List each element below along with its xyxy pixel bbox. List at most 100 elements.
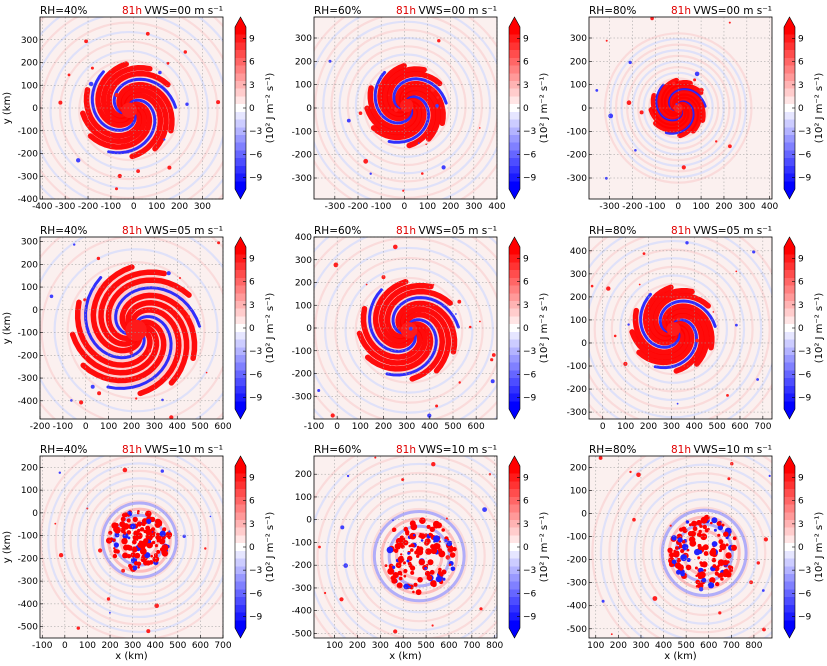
y-tick-label: -200: [567, 151, 588, 161]
x-tick-label: -100: [101, 202, 122, 212]
stray-cell: [119, 527, 121, 530]
spiral-arm-positive: [98, 269, 167, 347]
convective-cell: [438, 548, 442, 553]
y-tick-label: 200: [295, 57, 312, 67]
stray-cell: [445, 555, 451, 560]
x-tick-label: 200: [715, 202, 732, 212]
spiral-arm-positive: [90, 264, 143, 354]
colorbar-tick-label: −9: [249, 173, 263, 183]
y-tick-label: 300: [21, 36, 38, 46]
stray-cell: [627, 323, 630, 326]
stray-cell: [421, 172, 424, 175]
convective-cell: [438, 567, 442, 572]
stray-cell: [749, 580, 753, 585]
panel-title-vws: VWS=10 m s⁻¹: [693, 444, 772, 456]
stray-cell: [98, 548, 103, 553]
y-tick-label: -100: [18, 532, 39, 542]
outer-ring: [642, 489, 767, 617]
spiral-arm-positive: [668, 312, 705, 374]
stray-cell: [121, 568, 125, 573]
y-tick-label: 100: [295, 301, 312, 311]
colorbar-tick-label: −6: [249, 150, 263, 160]
colorbar-label: (10² J m⁻² s⁻¹): [814, 73, 825, 144]
convective-cell: [726, 560, 730, 564]
stray-cell: [67, 73, 71, 77]
convective-cell: [412, 590, 415, 594]
convective-cell: [108, 530, 113, 535]
convective-cell: [425, 570, 431, 577]
stray-cell: [590, 284, 594, 288]
stray-cell: [479, 607, 483, 611]
panel-2: -300 -200 -100 0 100 200 300 400-300-200-100010…: [292, 5, 550, 212]
outer-ring: [361, 498, 477, 614]
outer-ring: [316, 456, 497, 638]
colorbar-tick-label: 6: [249, 278, 255, 288]
outer-ring: [324, 246, 494, 414]
stray-cell: [147, 349, 152, 353]
convective-cell: [399, 535, 405, 541]
colorbar-extend-max: [784, 237, 795, 247]
convective-cell: [676, 569, 681, 575]
convective-cell: [695, 574, 698, 577]
convective-cell: [697, 556, 701, 560]
colorbar-tick-label: 6: [798, 497, 804, 507]
stray-cell: [756, 378, 759, 381]
convective-cell: [677, 537, 683, 543]
convective-cell: [692, 526, 698, 532]
stray-cell: [217, 241, 221, 245]
spiral-arm-positive: [360, 305, 423, 360]
spiral-arm-positive: [632, 307, 686, 355]
outer-ring: [330, 28, 483, 183]
x-tick-label: 100: [148, 202, 165, 212]
spiral-arm-positive: [372, 278, 415, 349]
convective-cell: [152, 555, 160, 563]
y-tick-label: -100: [292, 347, 313, 357]
x-tick-label: 400: [761, 202, 778, 212]
stray-cell: [204, 547, 207, 550]
convective-cell: [720, 577, 724, 581]
x-tick-label: 300: [663, 422, 680, 432]
colorbar-tick-label: 0: [523, 543, 529, 553]
spiral-arm-positive: [378, 282, 434, 344]
vortex-eye: [400, 322, 418, 339]
panel-4: -200 -100 0 100 200 300 400 500 600-400-300-200-…: [2, 225, 276, 432]
x-tick-label: 700: [723, 641, 740, 651]
y-tick-label: 300: [570, 34, 587, 44]
convective-cell: [134, 552, 141, 559]
stray-cell: [339, 597, 344, 602]
panel-title-time: 81h: [122, 5, 142, 17]
outer-ring: [325, 462, 497, 638]
colorbar-tick-label: 6: [523, 497, 529, 507]
convective-cell: [682, 528, 688, 534]
stray-cell: [408, 326, 413, 331]
convective-cell: [452, 547, 457, 552]
y-tick-label: -300: [292, 174, 313, 184]
colorbar-tick-label: 6: [798, 278, 804, 288]
y-tick-label: 200: [570, 293, 587, 303]
outer-ring: [68, 49, 190, 171]
convective-cell: [409, 534, 414, 539]
colorbar-tick-label: −3: [249, 566, 262, 576]
outer-ring: [334, 471, 497, 638]
stray-cell: [343, 563, 349, 568]
colorbar: −9 −6 −3 0 3 6 9 (10² J m⁻² s⁻¹): [508, 16, 550, 200]
x-tick-label: 600: [440, 641, 457, 651]
colorbar-tick-label: −3: [523, 566, 536, 576]
convective-cell: [418, 559, 425, 566]
stray-cell: [166, 271, 171, 276]
convective-cell: [406, 559, 410, 563]
x-tick-label: 100: [692, 202, 709, 212]
spiral-arm-positive: [648, 103, 690, 130]
stray-cell: [598, 456, 603, 460]
stray-cell: [129, 351, 133, 355]
panel-5: -100 0 100 200 300 400 500 600 -300 -200 -100 0 100 2…: [292, 225, 550, 432]
stray-cell: [735, 270, 738, 273]
stray-cell: [695, 338, 699, 343]
spiral-arm-negative: [112, 77, 178, 115]
convective-cell: [397, 556, 405, 563]
convective-cell: [721, 523, 725, 527]
spiral-arm-positive: [69, 323, 160, 376]
colorbar-tick-label: 6: [249, 58, 255, 68]
outer-ring: [322, 20, 492, 191]
colorbar-body: [509, 466, 520, 628]
